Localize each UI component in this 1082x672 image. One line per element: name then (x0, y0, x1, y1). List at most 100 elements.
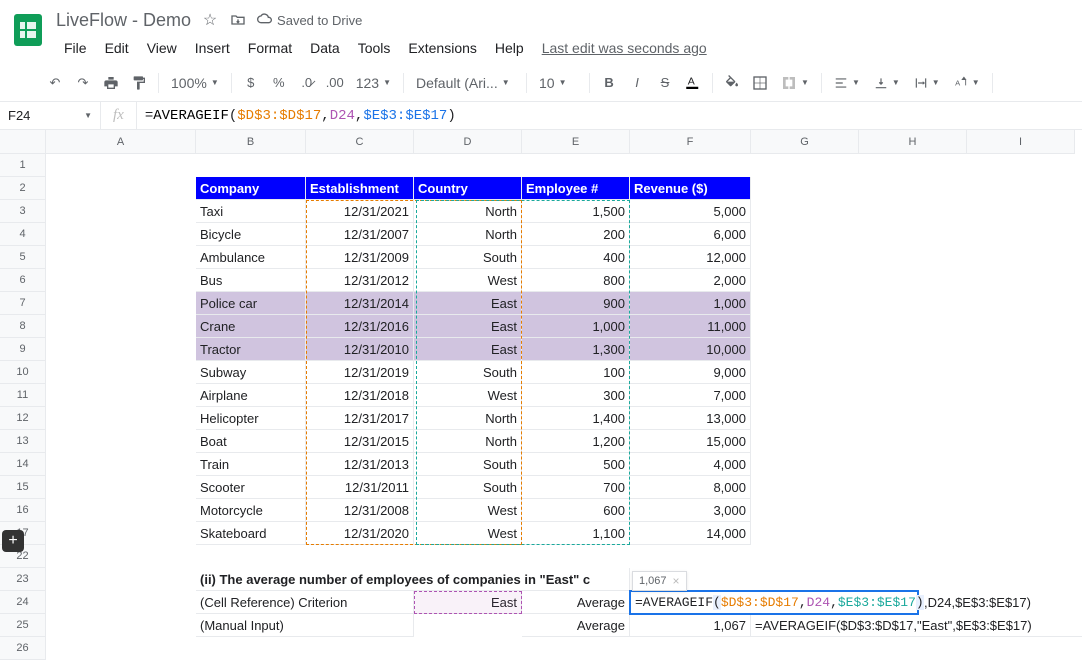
cell-D2[interactable]: Country (414, 177, 522, 200)
cell-E11[interactable]: 300 (522, 384, 630, 407)
cell-C11[interactable]: 12/31/2018 (306, 384, 414, 407)
cell-C5[interactable]: 12/31/2009 (306, 246, 414, 269)
cell-D10[interactable]: South (414, 361, 522, 384)
cell-D11[interactable]: West (414, 384, 522, 407)
cell-E15[interactable]: 700 (522, 476, 630, 499)
active-cell-F24[interactable]: =AVERAGEIF($D$3:$D$17,D24,$E$3:$E$17) (629, 590, 919, 615)
cell-F12[interactable]: 13,000 (630, 407, 751, 430)
col-header-B[interactable]: B (196, 130, 306, 154)
cell-B2[interactable]: Company (196, 177, 306, 200)
cell-F16[interactable]: 3,000 (630, 499, 751, 522)
cell-B11[interactable]: Airplane (196, 384, 306, 407)
cell-E17[interactable]: 1,100 (522, 522, 630, 545)
menu-tools[interactable]: Tools (350, 36, 399, 60)
row-header-16[interactable]: 16 (0, 499, 46, 522)
row-header-24[interactable]: 24 (0, 591, 46, 614)
cell-D12[interactable]: North (414, 407, 522, 430)
col-header-E[interactable]: E (522, 130, 630, 154)
cell-E6[interactable]: 800 (522, 269, 630, 292)
row-header-13[interactable]: 13 (0, 430, 46, 453)
cell-B16[interactable]: Motorcycle (196, 499, 306, 522)
col-header-C[interactable]: C (306, 130, 414, 154)
cell-B14[interactable]: Train (196, 453, 306, 476)
currency-icon[interactable]: $ (238, 70, 264, 96)
cell-C7[interactable]: 12/31/2014 (306, 292, 414, 315)
cell-D3[interactable]: North (414, 200, 522, 223)
col-header-F[interactable]: F (630, 130, 751, 154)
cell-G25[interactable]: =AVERAGEIF($D$3:$D$17,"East",$E$3:$E$17) (751, 614, 1082, 637)
cell-E16[interactable]: 600 (522, 499, 630, 522)
cell-B3[interactable]: Taxi (196, 200, 306, 223)
cell-B10[interactable]: Subway (196, 361, 306, 384)
row-header-3[interactable]: 3 (0, 200, 46, 223)
borders-icon[interactable] (747, 70, 773, 96)
cell-E4[interactable]: 200 (522, 223, 630, 246)
cell-D14[interactable]: South (414, 453, 522, 476)
font-size-select[interactable]: 10▼ (533, 75, 583, 91)
cell-E8[interactable]: 1,000 (522, 315, 630, 338)
sheets-logo[interactable] (8, 10, 48, 50)
rotate-icon[interactable]: A▼ (948, 76, 986, 90)
col-header-A[interactable]: A (46, 130, 196, 154)
increase-decimal-icon[interactable]: .00 (322, 70, 348, 96)
cell-E14[interactable]: 500 (522, 453, 630, 476)
undo-icon[interactable]: ↶ (42, 70, 68, 96)
merge-cells-icon[interactable]: ▼ (775, 75, 815, 91)
last-edit-link[interactable]: Last edit was seconds ago (534, 36, 715, 60)
cell-B12[interactable]: Helicopter (196, 407, 306, 430)
cell-E25[interactable]: Average (522, 614, 630, 637)
cell-C10[interactable]: 12/31/2019 (306, 361, 414, 384)
row-header-14[interactable]: 14 (0, 453, 46, 476)
move-icon[interactable] (229, 11, 247, 29)
row-header-2[interactable]: 2 (0, 177, 46, 200)
col-header-G[interactable]: G (751, 130, 859, 154)
cell-C15[interactable]: 12/31/2011 (306, 476, 414, 499)
cell-C9[interactable]: 12/31/2010 (306, 338, 414, 361)
cell-B4[interactable]: Bicycle (196, 223, 306, 246)
cell-E10[interactable]: 100 (522, 361, 630, 384)
star-icon[interactable]: ☆ (201, 11, 219, 29)
cell-C13[interactable]: 12/31/2015 (306, 430, 414, 453)
row-header-23[interactable]: 23 (0, 568, 46, 591)
fill-color-icon[interactable] (719, 70, 745, 96)
cell-D15[interactable]: South (414, 476, 522, 499)
cell-F5[interactable]: 12,000 (630, 246, 751, 269)
cell-F15[interactable]: 8,000 (630, 476, 751, 499)
cell-F25[interactable]: 1,067 (630, 614, 751, 637)
menu-file[interactable]: File (56, 36, 95, 60)
menu-help[interactable]: Help (487, 36, 532, 60)
cell-B7[interactable]: Police car (196, 292, 306, 315)
cell-B9[interactable]: Tractor (196, 338, 306, 361)
menu-data[interactable]: Data (302, 36, 348, 60)
cell-D4[interactable]: North (414, 223, 522, 246)
cell-D5[interactable]: South (414, 246, 522, 269)
cell-F3[interactable]: 5,000 (630, 200, 751, 223)
cell-E12[interactable]: 1,400 (522, 407, 630, 430)
cell-B5[interactable]: Ambulance (196, 246, 306, 269)
percent-icon[interactable]: % (266, 70, 292, 96)
cell-E2[interactable]: Employee # (522, 177, 630, 200)
cell-F9[interactable]: 10,000 (630, 338, 751, 361)
cell-D16[interactable]: West (414, 499, 522, 522)
wrap-icon[interactable]: ▼ (908, 76, 946, 90)
row-header-12[interactable]: 12 (0, 407, 46, 430)
menu-view[interactable]: View (139, 36, 185, 60)
save-status[interactable]: Saved to Drive (257, 12, 362, 28)
cell-F6[interactable]: 2,000 (630, 269, 751, 292)
cell-C17[interactable]: 12/31/2020 (306, 522, 414, 545)
select-all-corner[interactable] (0, 130, 46, 154)
row-header-25[interactable]: 25 (0, 614, 46, 637)
cell-B15[interactable]: Scooter (196, 476, 306, 499)
strikethrough-icon[interactable]: S (652, 70, 678, 96)
cell-B13[interactable]: Boat (196, 430, 306, 453)
text-color-icon[interactable]: A (680, 70, 706, 96)
cell-F2[interactable]: Revenue ($) (630, 177, 751, 200)
cell-F11[interactable]: 7,000 (630, 384, 751, 407)
row-header-11[interactable]: 11 (0, 384, 46, 407)
cell-B8[interactable]: Crane (196, 315, 306, 338)
cell-C8[interactable]: 12/31/2016 (306, 315, 414, 338)
font-select[interactable]: Default (Ari...▼ (410, 75, 520, 91)
menu-insert[interactable]: Insert (187, 36, 238, 60)
cell-F13[interactable]: 15,000 (630, 430, 751, 453)
cell-F4[interactable]: 6,000 (630, 223, 751, 246)
